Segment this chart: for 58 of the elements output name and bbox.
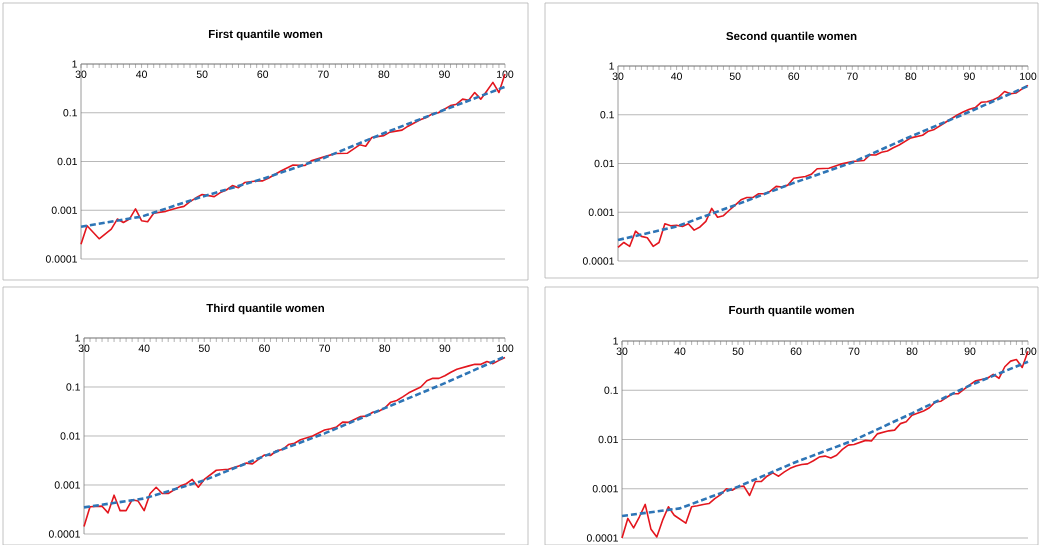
x-tick-label: 50 — [198, 344, 210, 352]
x-tick-label: 40 — [138, 344, 150, 352]
y-tick-label: 0.0001 — [48, 530, 80, 538]
y-tick-label: 0.01 — [60, 432, 80, 440]
chart-title: Second quantile women — [726, 31, 857, 43]
x-tick-label: 30 — [75, 70, 87, 78]
x-tick-label: 60 — [257, 70, 269, 78]
y-tick-label: 0.1 — [63, 109, 77, 117]
x-tick-label: 40 — [674, 347, 686, 355]
chart-title: Third quantile women — [206, 303, 324, 315]
chart-title: Fourth quantile women — [729, 305, 854, 317]
x-tick-label: 80 — [906, 347, 918, 355]
chart-title: First quantile women — [208, 29, 323, 41]
x-tick-label: 100 — [1020, 72, 1037, 80]
x-tick-label: 80 — [905, 72, 917, 80]
x-tick-label: 50 — [196, 70, 208, 78]
y-tick-label: 0.0001 — [586, 534, 618, 542]
x-tick-label: 40 — [135, 70, 147, 78]
x-tick-label: 100 — [497, 70, 514, 78]
x-tick-label: 70 — [319, 344, 330, 352]
x-tick-label: 100 — [497, 344, 514, 352]
x-tick-label: 90 — [964, 72, 975, 80]
x-tick-label: 90 — [964, 347, 976, 355]
y-tick-label: 1 — [613, 337, 618, 345]
y-tick-label: 1 — [609, 62, 614, 70]
x-tick-label: 90 — [439, 344, 451, 352]
x-tick-label: 80 — [379, 344, 391, 352]
x-tick-label: 40 — [671, 72, 682, 80]
x-tick-label: 70 — [318, 70, 329, 78]
x-tick-label: 60 — [259, 344, 270, 352]
y-tick-label: 1 — [72, 60, 77, 68]
x-tick-label: 100 — [1020, 347, 1037, 355]
x-tick-label: 70 — [847, 72, 858, 80]
x-tick-label: 50 — [729, 72, 741, 80]
y-tick-label: 0.01 — [598, 435, 618, 444]
y-tick-label: 0.001 — [592, 485, 618, 493]
x-tick-label: 30 — [78, 344, 90, 352]
y-tick-label: 0.001 — [588, 208, 614, 216]
y-tick-label: 0.001 — [51, 206, 77, 214]
x-tick-label: 90 — [439, 70, 450, 78]
x-tick-label: 80 — [378, 70, 390, 78]
y-tick-label: 0.01 — [57, 157, 77, 166]
y-tick-label: 1 — [75, 334, 80, 342]
x-tick-label: 60 — [788, 72, 800, 80]
y-tick-label: 0.1 — [66, 383, 80, 391]
y-tick-label: 0.0001 — [45, 255, 77, 263]
x-tick-label: 70 — [848, 347, 860, 355]
y-tick-label: 0.1 — [604, 386, 618, 394]
x-tick-label: 60 — [790, 347, 802, 355]
x-tick-label: 30 — [612, 72, 624, 80]
y-tick-label: 0.1 — [600, 111, 614, 119]
x-tick-label: 50 — [732, 347, 744, 355]
line-series — [620, 360, 1030, 518]
y-tick-label: 0.001 — [54, 481, 80, 489]
line-series — [79, 85, 507, 228]
x-tick-label: 30 — [616, 347, 628, 355]
y-tick-label: 0.0001 — [582, 257, 614, 265]
y-tick-label: 0.01 — [594, 159, 614, 168]
